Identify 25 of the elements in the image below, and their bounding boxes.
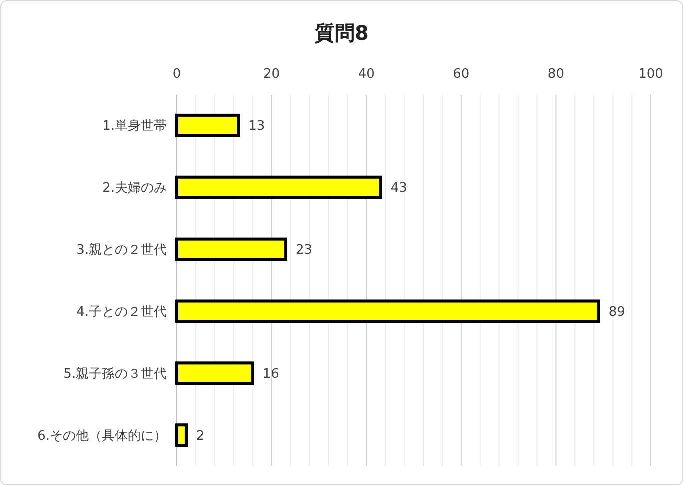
bar bbox=[176, 424, 188, 448]
bar bbox=[176, 362, 254, 386]
bar bbox=[176, 114, 240, 138]
bar bbox=[176, 300, 600, 324]
data-label: 16 bbox=[262, 366, 280, 382]
y-tick-label: 6.その他（具体的に） bbox=[38, 428, 167, 444]
data-label: 23 bbox=[296, 243, 313, 258]
x-tick-label: 0 bbox=[172, 67, 182, 82]
x-tick-label: 20 bbox=[264, 67, 280, 82]
y-tick-label: 4.子との２世代 bbox=[76, 305, 167, 320]
data-label: 89 bbox=[608, 305, 626, 320]
x-tick-label: 100 bbox=[638, 67, 664, 82]
x-tick-label: 80 bbox=[548, 67, 564, 82]
data-label: 43 bbox=[390, 181, 408, 196]
data-label: 2 bbox=[196, 428, 205, 444]
bar bbox=[176, 238, 288, 262]
y-tick-label: 5.親子孫の３世代 bbox=[64, 366, 167, 382]
bar bbox=[176, 176, 382, 200]
x-tick-label: 60 bbox=[453, 67, 470, 82]
data-label: 13 bbox=[248, 119, 266, 134]
x-tick-label: 40 bbox=[358, 67, 375, 82]
y-tick-label: 1.単身世帯 bbox=[102, 119, 167, 134]
y-tick-label: 2.夫婦のみ bbox=[102, 181, 167, 196]
chart-title: 質問8 bbox=[314, 21, 369, 45]
y-tick-label: 3.親との２世代 bbox=[76, 243, 167, 258]
